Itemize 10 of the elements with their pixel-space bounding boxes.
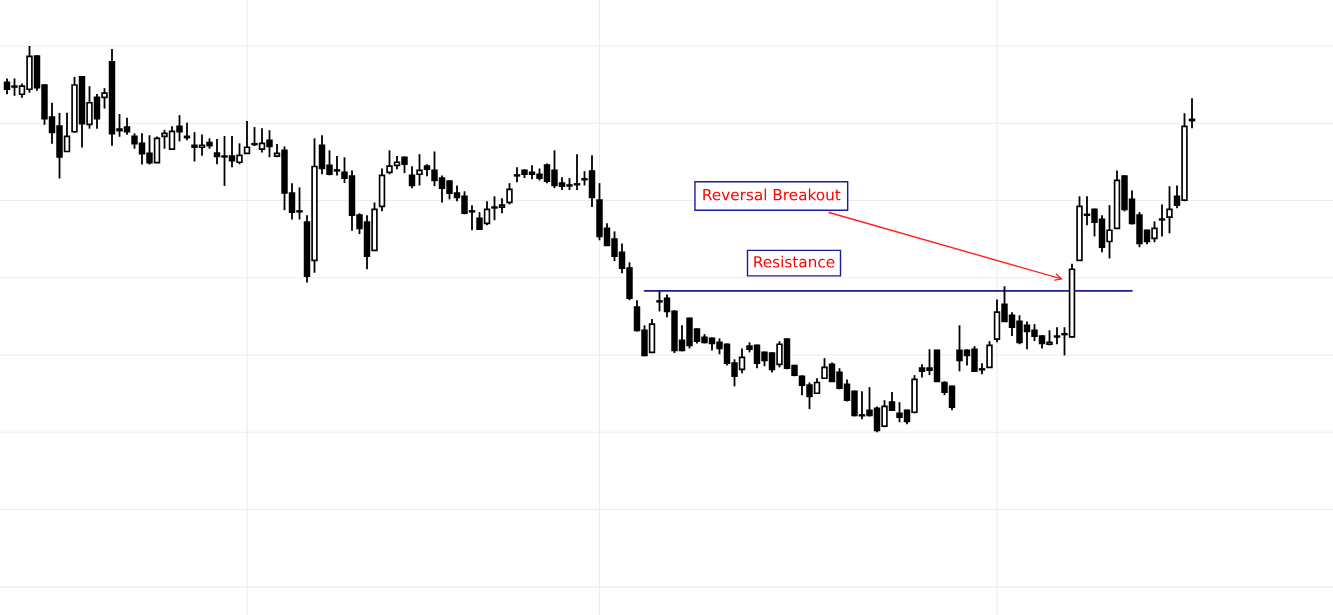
annotation: Reversal Breakout	[703, 188, 841, 201]
candlestick	[408, 165, 416, 190]
candlestick	[1158, 203, 1166, 238]
candlestick	[986, 340, 993, 369]
candlestick	[1053, 326, 1061, 346]
candlestick	[506, 182, 513, 206]
candlestick	[416, 153, 423, 187]
candlestick	[1166, 185, 1173, 235]
candlestick	[243, 120, 251, 155]
series-label: Resistance	[754, 255, 835, 268]
